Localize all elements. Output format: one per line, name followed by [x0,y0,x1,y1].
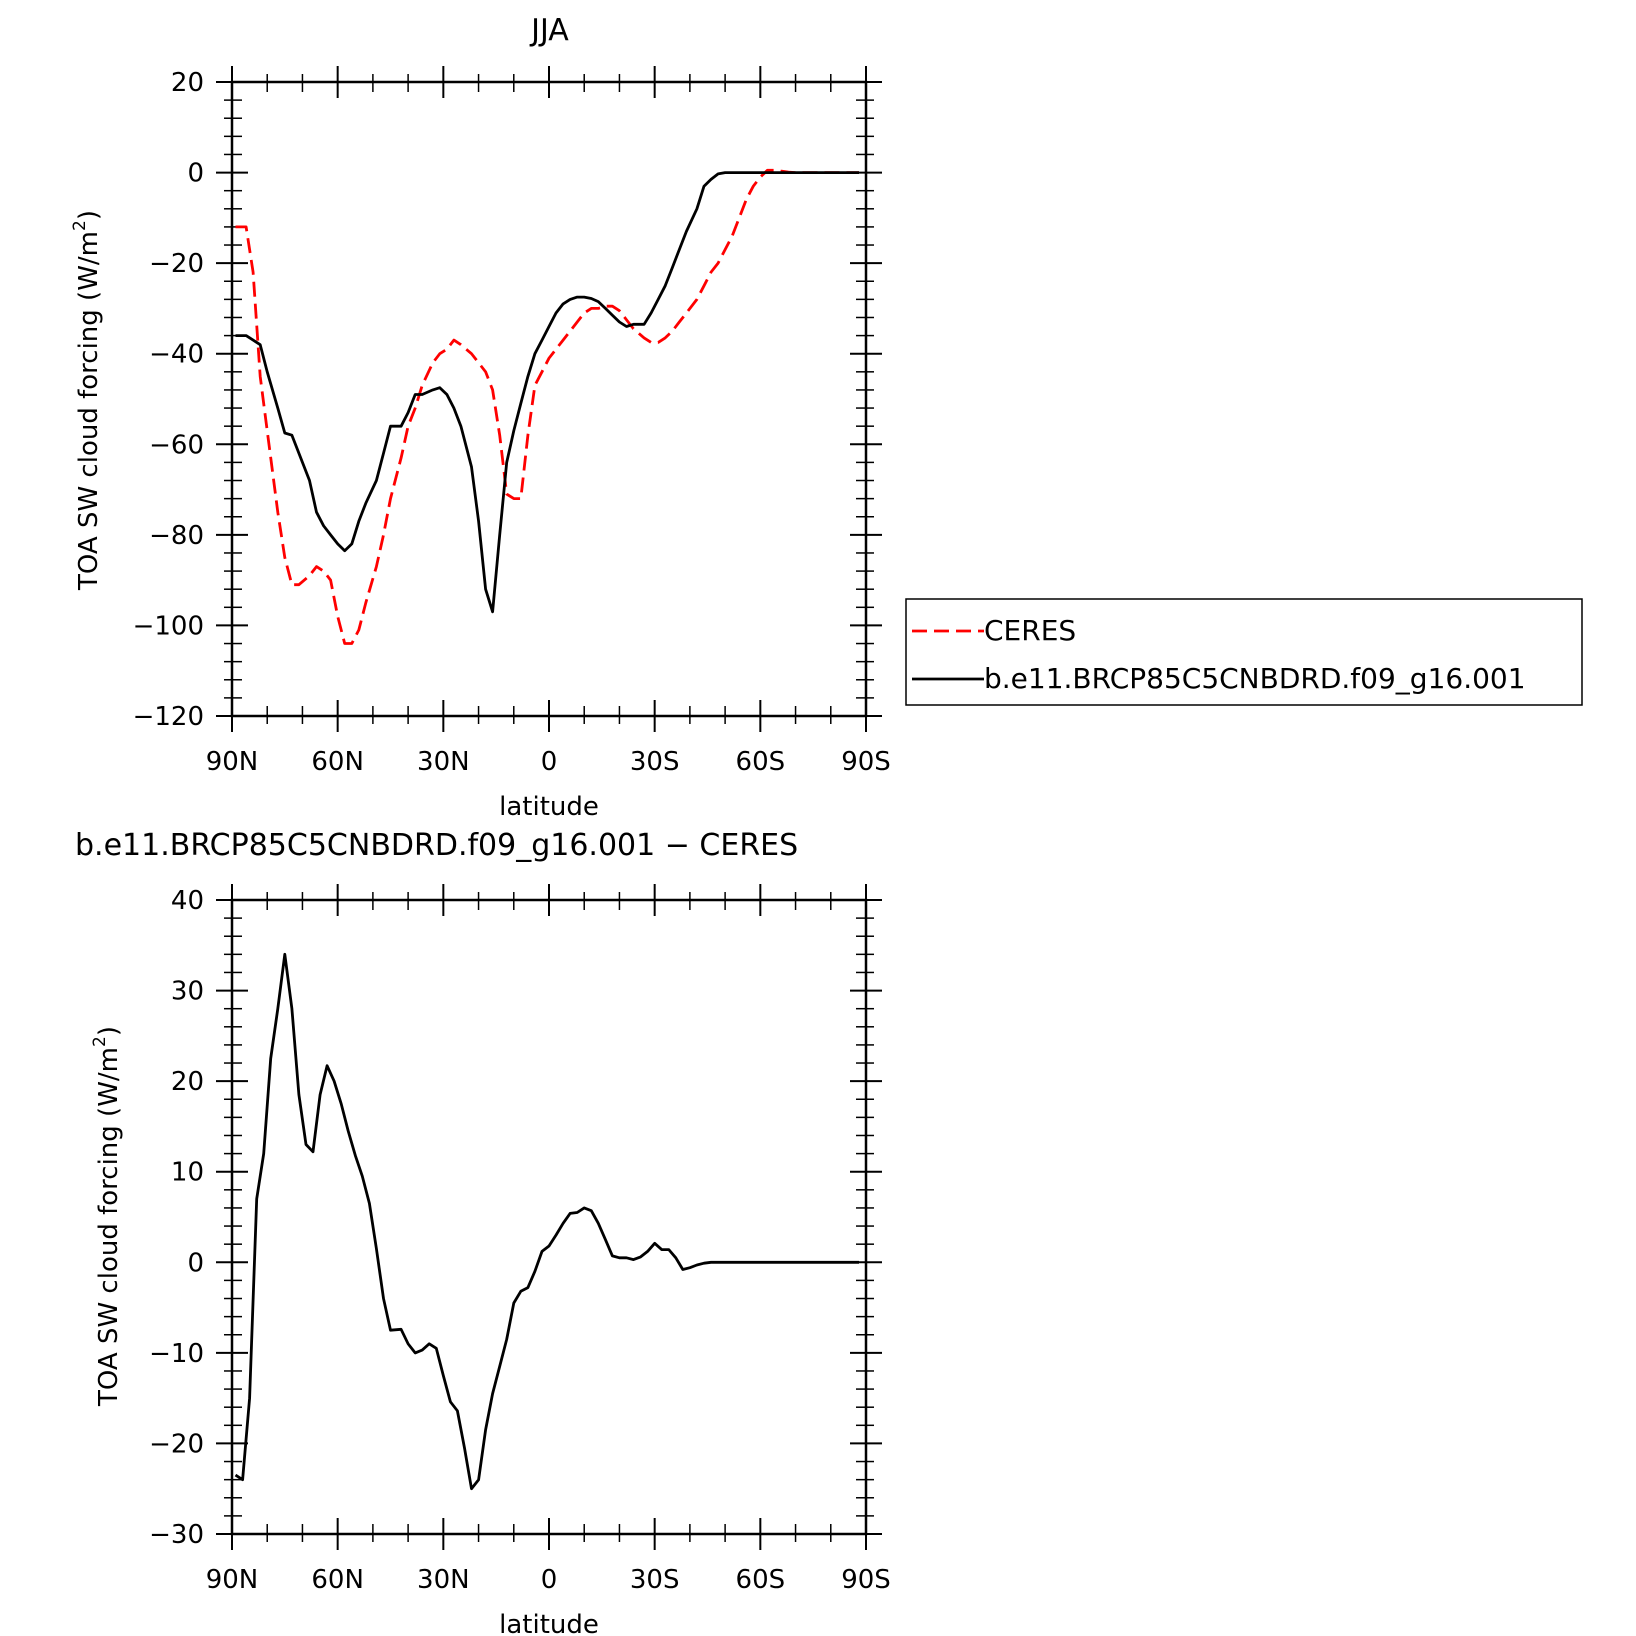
top-y-tick-label: −100 [133,611,204,641]
bottom-y-tick-label: −10 [149,1339,204,1369]
bottom-x-tick-label: 90N [206,1565,259,1595]
top-y-label-superscript: 2 [70,220,90,231]
bottom-axes-ticks [216,884,882,1550]
top-y-tick-label: −80 [149,521,204,551]
bottom-x-tick-label: 0 [541,1565,558,1595]
bottom-x-tick-label: 90S [841,1565,891,1595]
top-y-tick-labels: 20 0 −20 −40 −60 −80 −100 −120 [133,68,204,732]
bottom-x-tick-label: 30N [417,1565,470,1595]
top-chart-title: JJA [529,13,569,48]
bottom-y-tick-label: −30 [149,1520,204,1550]
bottom-y-label-main: TOA SW cloud forcing (W/m [94,1047,124,1407]
top-x-tick-label: 30N [417,747,470,777]
top-y-tick-label: 20 [171,68,204,98]
top-y-label-main: TOA SW cloud forcing (W/m [74,231,104,591]
bottom-y-tick-label: 40 [171,886,204,916]
top-x-tick-label: 60N [311,747,364,777]
top-series-group [235,168,859,645]
bottom-y-label-superscript: 2 [90,1036,110,1047]
bottom-x-tick-label: 30S [630,1565,680,1595]
bottom-y-tick-label: 10 [171,1158,204,1188]
top-series-line-ceres [235,168,859,645]
top-y-axis-label: TOA SW cloud forcing (W/m2) [70,210,104,591]
top-x-tick-label: 60S [736,747,786,777]
top-series-line-b-e11-brcp85c5cnbdrd-f09-g16-001 [235,171,859,614]
bottom-y-tick-labels: 40 30 20 10 0 −10 −20 −30 [149,886,204,1550]
bottom-y-axis-label: TOA SW cloud forcing (W/m2) [90,1026,124,1407]
bottom-series-group [234,952,859,1491]
bottom-y-tick-label: −20 [149,1429,204,1459]
top-y-tick-label: −60 [149,430,204,460]
top-chart-panel: JJA 20 0 −20 −40 −60 −80 −100 −120 90N 60N 30N 0 30… [70,13,1583,822]
bottom-y-tick-label: 30 [171,977,204,1007]
legend-box [905,598,1583,706]
top-y-tick-label: −120 [133,702,204,732]
top-x-axis-label: latitude [499,792,599,822]
top-x-tick-label: 30S [630,747,680,777]
top-plot-frame [230,80,868,718]
top-x-tick-labels: 90N 60N 30N 0 30S 60S 90S [206,747,891,777]
top-x-tick-label: 90S [841,747,891,777]
bottom-x-tick-label: 60S [736,1565,786,1595]
legend-label-model: b.e11.BRCP85C5CNBDRD.f09_g16.001 [984,662,1526,695]
bottom-chart-panel: b.e11.BRCP85C5CNBDRD.f09_g16.001 − CERES… [75,828,891,1636]
top-axes-ticks [216,66,882,732]
bottom-y-tick-label: 20 [171,1067,204,1097]
bottom-chart-title: b.e11.BRCP85C5CNBDRD.f09_g16.001 − CERES [75,828,798,863]
bottom-plot-frame [230,898,868,1536]
top-y-label-close: ) [74,210,104,220]
bottom-y-label-close: ) [94,1026,124,1036]
top-y-tick-label: −20 [149,249,204,279]
bottom-series-line-0 [234,952,859,1491]
bottom-x-axis-label: latitude [499,1610,599,1636]
top-y-tick-label: 0 [187,159,204,189]
bottom-x-tick-label: 60N [311,1565,364,1595]
legend-label-ceres: CERES [984,614,1076,647]
bottom-y-tick-label: 0 [187,1248,204,1278]
top-x-tick-label: 90N [206,747,259,777]
legend: CERES b.e11.BRCP85C5CNBDRD.f09_g16.001 [905,598,1583,706]
top-y-tick-label: −40 [149,340,204,370]
top-x-tick-label: 0 [541,747,558,777]
bottom-x-tick-labels: 90N 60N 30N 0 30S 60S 90S [206,1565,891,1595]
